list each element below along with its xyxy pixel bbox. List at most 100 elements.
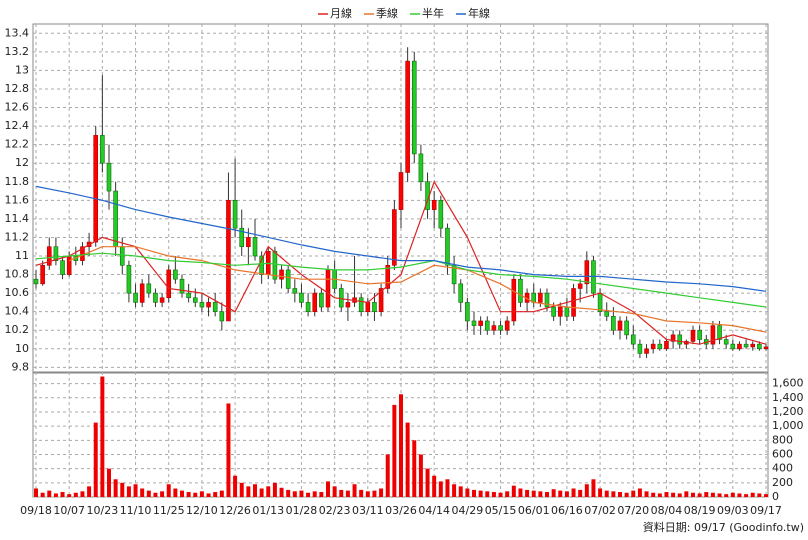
y2-tick-label: 0 <box>772 490 779 503</box>
volume-bar <box>425 468 430 497</box>
candle-body <box>60 260 65 275</box>
legend-label: 半年 <box>422 6 444 20</box>
candle-body <box>438 200 444 229</box>
volume-bar <box>319 492 324 497</box>
volume-bar <box>664 492 669 497</box>
candle-body <box>611 316 616 331</box>
candle-body <box>358 297 364 312</box>
volume-bar <box>671 492 676 497</box>
x-tick-label: 11/10 <box>120 504 152 517</box>
candle-body <box>717 325 722 340</box>
candle-body <box>219 311 225 322</box>
y-tick-label: 10.6 <box>5 286 30 299</box>
volume-bar <box>677 493 682 497</box>
volume-bar <box>180 490 184 497</box>
volume-bar <box>631 490 636 497</box>
volume-bar <box>226 403 231 497</box>
volume-bar <box>571 488 576 497</box>
volume-bar <box>538 491 543 497</box>
candle-body <box>644 348 649 354</box>
volume-bar <box>53 493 58 497</box>
x-tick-label: 07/20 <box>617 504 649 517</box>
x-tick-label: 04/29 <box>452 504 484 517</box>
candle-body <box>319 292 324 308</box>
candle-body <box>392 209 397 266</box>
volume-bar <box>724 494 729 497</box>
y-tick-label: 11 <box>15 249 29 262</box>
candle-body <box>139 283 145 303</box>
volume-bar <box>385 454 390 497</box>
candle-body <box>624 320 629 336</box>
candle-body <box>544 292 550 308</box>
candle-body <box>239 227 245 248</box>
candle-body <box>604 311 610 317</box>
volume-bar <box>558 490 563 497</box>
candle-body <box>411 60 417 155</box>
volume-bar <box>153 492 158 497</box>
candle-body <box>757 343 762 350</box>
volume-bar <box>173 488 178 497</box>
x-tick-label: 08/19 <box>684 504 716 517</box>
volume-bar <box>584 484 589 497</box>
y2-tick-label: 1,400 <box>772 391 804 404</box>
volume-bar <box>326 481 330 497</box>
volume-bar <box>120 482 125 497</box>
volume-bar <box>757 493 762 497</box>
volume-bar <box>199 491 204 497</box>
candle-body <box>33 278 39 285</box>
volume-bar <box>465 488 470 497</box>
candle-body <box>40 264 45 285</box>
volume-bar <box>717 493 722 497</box>
candle-body <box>113 190 118 248</box>
volume-bar <box>657 493 662 497</box>
legend-label: 季線 <box>376 6 398 20</box>
y-tick-label: 12.2 <box>5 138 30 151</box>
candle-body <box>292 288 298 294</box>
candle-body <box>670 334 676 342</box>
volume-bar <box>432 475 437 497</box>
volume-bar <box>166 484 171 497</box>
volume-bar <box>299 490 304 497</box>
volume-bar <box>193 492 198 497</box>
volume-bar <box>730 492 735 497</box>
x-tick-label: 05/15 <box>485 504 517 517</box>
volume-bar <box>279 487 284 497</box>
volume-bar <box>551 489 556 497</box>
x-tick-label: 10/23 <box>87 504 119 517</box>
y-tick-label: 12.8 <box>5 82 30 95</box>
volume-bar <box>578 489 583 497</box>
candle-body <box>504 320 510 331</box>
legend-label: 月線 <box>330 6 352 20</box>
volume-bar <box>107 468 111 497</box>
x-tick-label: 09/18 <box>20 504 52 517</box>
candle-body <box>690 329 696 342</box>
y-tick-label: 10.8 <box>5 268 30 281</box>
x-tick-label: 08/04 <box>651 504 683 517</box>
y-tick-label: 10 <box>15 342 29 355</box>
candle-body <box>491 325 497 331</box>
candle-body <box>378 288 384 312</box>
candle-body <box>557 306 563 317</box>
volume-bar <box>47 490 52 497</box>
ma-line <box>35 252 767 308</box>
volume-bar <box>405 422 410 497</box>
x-tick-label: 06/16 <box>551 504 583 517</box>
volume-bar <box>133 484 138 497</box>
y-tick-label: 10.2 <box>5 323 30 336</box>
candle-body <box>451 264 457 285</box>
candle-body <box>571 288 576 317</box>
volume-bar <box>445 479 450 497</box>
y-tick-label: 11.6 <box>5 193 30 206</box>
volume-bar <box>206 493 211 497</box>
candle-body <box>458 283 464 303</box>
candle-body <box>126 264 132 294</box>
y-tick-label: 12.6 <box>5 101 30 114</box>
candle-body <box>664 341 669 350</box>
candle-body <box>192 297 198 303</box>
volume-bar <box>93 422 98 497</box>
candle-body <box>146 283 152 294</box>
volume-bar <box>272 482 277 497</box>
volume-bar <box>604 490 609 497</box>
volume-bar <box>60 492 65 497</box>
volume-bar <box>644 491 649 497</box>
